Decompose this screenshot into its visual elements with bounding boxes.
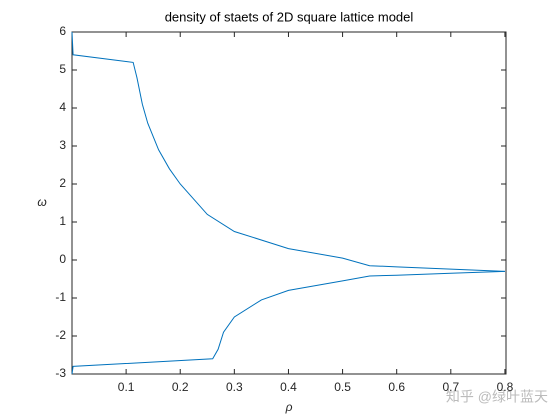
y-tick-label: 6 [59,24,66,38]
y-axis-label: ω [37,195,46,209]
y-tick-label: 1 [59,214,66,228]
y-tick-label: 2 [59,176,66,190]
axes-box [71,31,507,375]
x-axis-label: ρ [285,400,293,414]
x-tick-label: 0.1 [118,380,135,394]
y-tick-label: -3 [55,366,66,380]
x-tick-label: 0.8 [497,380,514,394]
line-series [71,270,505,375]
watermark: 知乎 @绿叶蓝天 [446,389,548,405]
y-tick-label: 4 [59,100,66,114]
chart-title: density of staets of 2D square lattice m… [165,9,414,24]
x-tick-label: 0.7 [442,380,459,394]
x-tick-label: 0.6 [388,380,405,394]
x-tick-label: 0.2 [172,380,189,394]
x-tick-label: 0.4 [280,380,297,394]
line-series [71,31,505,272]
y-tick-label: 5 [59,62,66,76]
y-tick-label: 3 [59,138,66,152]
y-tick-label: -2 [55,328,66,342]
x-tick-label: 0.5 [334,380,351,394]
x-tick-label: 0.3 [226,380,243,394]
y-tick-label: 0 [59,252,66,266]
y-tick-label: -1 [55,290,66,304]
